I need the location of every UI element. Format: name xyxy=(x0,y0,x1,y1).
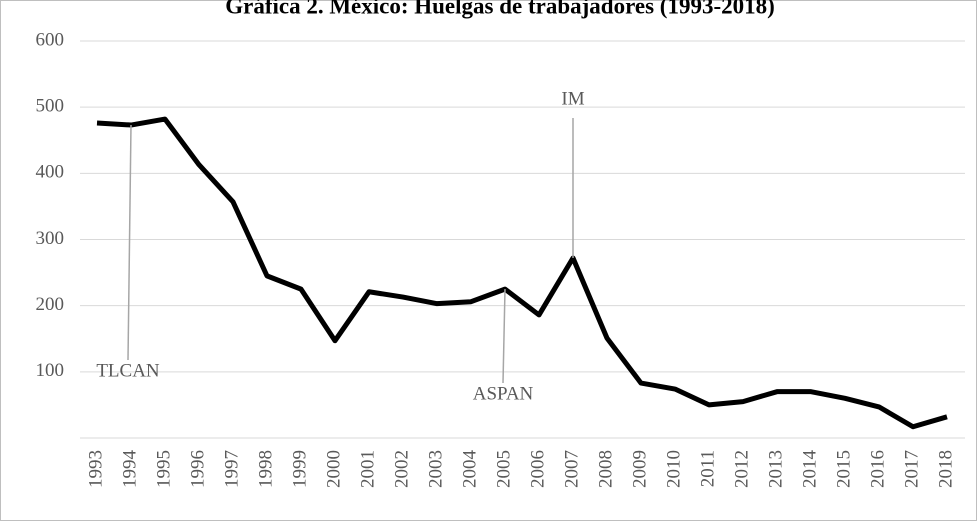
x-tick-label: 1995 xyxy=(153,450,174,488)
y-tick-label: 100 xyxy=(36,360,65,381)
x-tick-label: 1994 xyxy=(119,450,140,489)
x-tick-label: 2014 xyxy=(799,450,820,489)
x-tick-label: 2005 xyxy=(493,450,514,488)
x-tick-label: 1993 xyxy=(85,450,106,488)
annotation: ASPAN xyxy=(473,383,534,404)
x-tick-label: 2000 xyxy=(323,450,344,488)
x-tick-label: 2003 xyxy=(425,450,446,488)
x-tick-label: 2001 xyxy=(357,450,378,488)
x-tick-label: 2011 xyxy=(697,450,718,487)
x-tick-label: 2013 xyxy=(765,450,786,488)
x-tick-label: 2010 xyxy=(663,450,684,488)
chart-title: Gráfica 2. México: Huelgas de trabajador… xyxy=(225,0,775,18)
x-tick-label: 2017 xyxy=(901,450,922,488)
annotation: TLCAN xyxy=(96,360,160,381)
x-tick-label: 2015 xyxy=(833,450,854,488)
x-tick-label: 2002 xyxy=(391,450,412,488)
y-tick-label: 600 xyxy=(36,29,65,50)
x-tick-label: 2006 xyxy=(527,450,548,488)
y-tick-label: 500 xyxy=(36,96,65,117)
x-tick-label: 2009 xyxy=(629,450,650,488)
x-tick-label: 1998 xyxy=(255,450,276,488)
annotation-line xyxy=(127,125,132,361)
y-tick-label: 300 xyxy=(36,228,65,249)
x-tick-label: 2012 xyxy=(731,450,752,488)
x-tick-label: 1999 xyxy=(289,450,310,488)
x-tick-label: 2004 xyxy=(459,450,480,489)
x-tick-label: 2016 xyxy=(867,450,888,488)
x-tick-label: 1996 xyxy=(187,450,208,488)
y-tick-label: 400 xyxy=(36,162,65,183)
annotation: IM xyxy=(561,88,584,109)
x-tick-label: 2007 xyxy=(561,450,582,488)
line-series xyxy=(96,116,948,430)
x-tick-label: 2018 xyxy=(935,450,956,488)
y-tick-label: 200 xyxy=(36,294,65,315)
x-tick-label: 2008 xyxy=(595,450,616,488)
annotation-line xyxy=(502,289,506,384)
x-tick-label: 1997 xyxy=(221,450,242,488)
